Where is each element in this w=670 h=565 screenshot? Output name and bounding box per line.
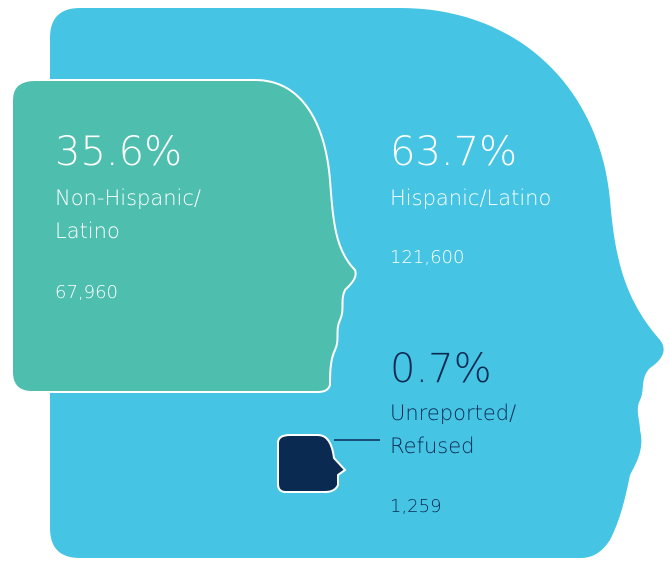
group-label: Hispanic/Latino [390,186,551,210]
group-label: Non-Hispanic/ [55,186,201,210]
percent: 0.7% [390,346,492,392]
count: 1,259 [390,496,442,517]
count: 121,600 [390,247,464,268]
infographic: 35.6% Non-Hispanic/ Latino 67,960 63.7% … [0,0,670,565]
percent: 35.6% [55,129,182,175]
group-label: Latino [55,219,120,243]
count: 67,960 [55,282,118,303]
percent: 63.7% [390,129,517,175]
group-label: Refused [390,434,474,458]
group-label: Unreported/ [390,401,516,425]
